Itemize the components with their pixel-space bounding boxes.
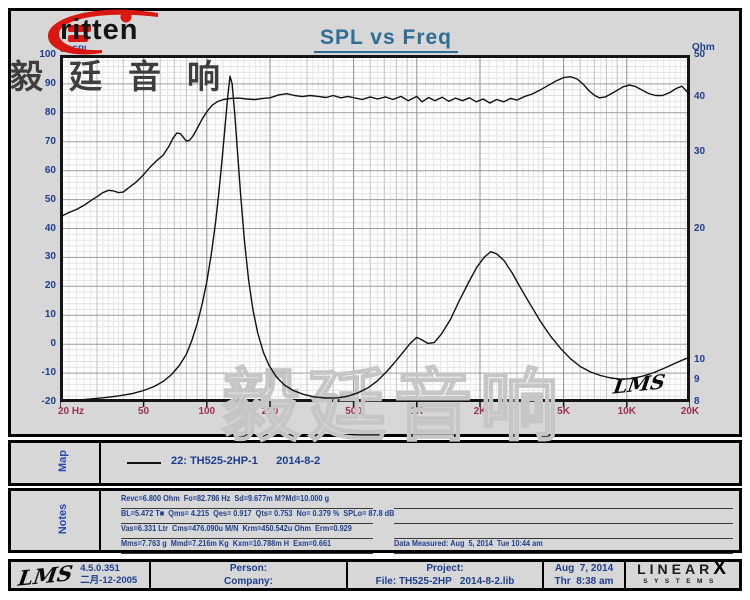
gridlines (60, 55, 690, 402)
swoosh-icon (48, 9, 158, 55)
notes-line: BL=5.472 T■ Qms= 4.215 Qes= 0.917 Qts= 0… (121, 508, 394, 524)
spl-curve (60, 76, 690, 218)
linearx-systems-text: SYSTEMS (643, 578, 720, 585)
y-left-tick-label: 30 (44, 251, 56, 263)
y-left-tick-label: -20 (41, 396, 56, 407)
notes-panel: Notes Revc=6.800 Ohm Fo=82.786 Hz Sd=9.6… (8, 488, 742, 554)
y-right-tick-label: 50 (694, 49, 706, 60)
y-left-tick-label: 20 (44, 280, 56, 292)
x-tick-label: 20K (680, 406, 700, 417)
legend-line-sample (127, 462, 161, 464)
notes-data-measured: Data Measured: Aug 5, 2014 Tue 10:44 am (394, 538, 733, 554)
y-right-tick-label: 9 (694, 373, 700, 385)
y-right-tick-label: 8 (694, 396, 700, 407)
y-left-tick-label: 50 (44, 193, 56, 205)
y-left-tick-label: 10 (44, 309, 56, 321)
company-label: Company: (224, 576, 273, 587)
y-right-tick-label: 10 (694, 353, 706, 365)
x-tick-label: 2K (473, 406, 487, 417)
notes-line-blank (394, 523, 733, 539)
x-tick-label: 200 (261, 406, 279, 417)
notes-line: Revc=6.800 Ohm Fo=82.786 Hz Sd=9.677m M?… (121, 493, 373, 509)
x-tick-label: 10K (617, 406, 636, 417)
lms-footer-logo: LMS (16, 559, 75, 591)
linearx-wordmark: LINEAR (637, 561, 714, 577)
y-left-tick-label: 80 (44, 106, 56, 118)
y-right-tick-label: 30 (694, 145, 706, 157)
version-date: 二月-12-2005 (80, 575, 138, 586)
project-label: Project: (426, 563, 464, 574)
footer-date: Aug 7, 2014 (554, 563, 614, 574)
legend-entry: 22: TH525-2HP-1 2014-8-2 (171, 455, 321, 467)
notes-line-blank (394, 508, 733, 524)
y-left-tick-label: 70 (44, 135, 56, 147)
x-tick-label: 100 (198, 406, 216, 417)
linearx-logo: LINEAR X SYSTEMS (626, 558, 737, 588)
notes-line: Vas=6.331 Ltr Cms=476.090u M/N Krm=450.5… (121, 523, 373, 539)
y-left-tick-label: 0 (50, 338, 56, 350)
version-block: 4.5.0.351 二月-12-2005 (80, 563, 137, 587)
y-left-tick-label: 100 (39, 49, 56, 60)
footer-person-cell: Person: Company: (151, 562, 348, 588)
footer-time: Thr 8:38 am (554, 576, 614, 587)
x-tick-label: 1K (410, 406, 424, 417)
footer-version-cell: LMS 4.5.0.351 二月-12-2005 (11, 559, 151, 591)
x-tick-label: 500 (345, 406, 362, 417)
map-panel: Map 22: TH525-2HP-1 2014-8-2 (8, 440, 742, 486)
notes-line: Mms=7.763 g Mmd=7.216m Kg Kxm=10.788m H … (121, 538, 373, 554)
y-left-tick-label: 60 (44, 164, 56, 176)
plot-curves (60, 75, 690, 407)
plot-grid (60, 55, 690, 402)
person-label: Person: (229, 563, 268, 574)
notes-line-blank (394, 493, 733, 509)
footer-project-cell: Project: File: TH525-2HP 2014-8-2.lib (348, 562, 544, 588)
version-number: 4.5.0.351 (80, 563, 120, 574)
y-right-tick-label: 40 (694, 91, 706, 103)
chart-title: SPL vs Freq (11, 26, 750, 53)
brand-swoosh-logo (48, 9, 158, 55)
file-label: File: TH525-2HP 2014-8-2.lib (375, 576, 515, 587)
y-axis-right-label: Ohm (692, 42, 715, 53)
impedance-curve (60, 75, 690, 403)
footer-status-bar: LMS 4.5.0.351 二月-12-2005 Person: Company… (8, 559, 742, 591)
notes-panel-divider (99, 491, 101, 550)
x-tick-label: 50 (138, 406, 150, 417)
notes-panel-label: Notes (57, 503, 69, 535)
brand-cjk-text: 毅廷音响 (10, 58, 246, 95)
y-right-tick-label: 20 (694, 222, 706, 234)
linearx-x-icon: X (713, 558, 726, 579)
watermark-text: 毅廷音响 (221, 361, 567, 451)
y-left-tick-label: -10 (41, 367, 56, 379)
map-panel-label: Map (57, 450, 69, 472)
y-left-tick-label: 90 (44, 77, 56, 89)
axis-tick-marks (60, 401, 690, 407)
x-tick-label: 5K (557, 406, 570, 417)
x-tick-label: 20 Hz (58, 406, 85, 417)
map-panel-divider (99, 443, 101, 483)
y-left-tick-label: 40 (44, 222, 56, 234)
footer-datetime-cell: Aug 7, 2014 Thr 8:38 am (544, 562, 626, 588)
brand-wordmark: ritten (60, 14, 139, 46)
